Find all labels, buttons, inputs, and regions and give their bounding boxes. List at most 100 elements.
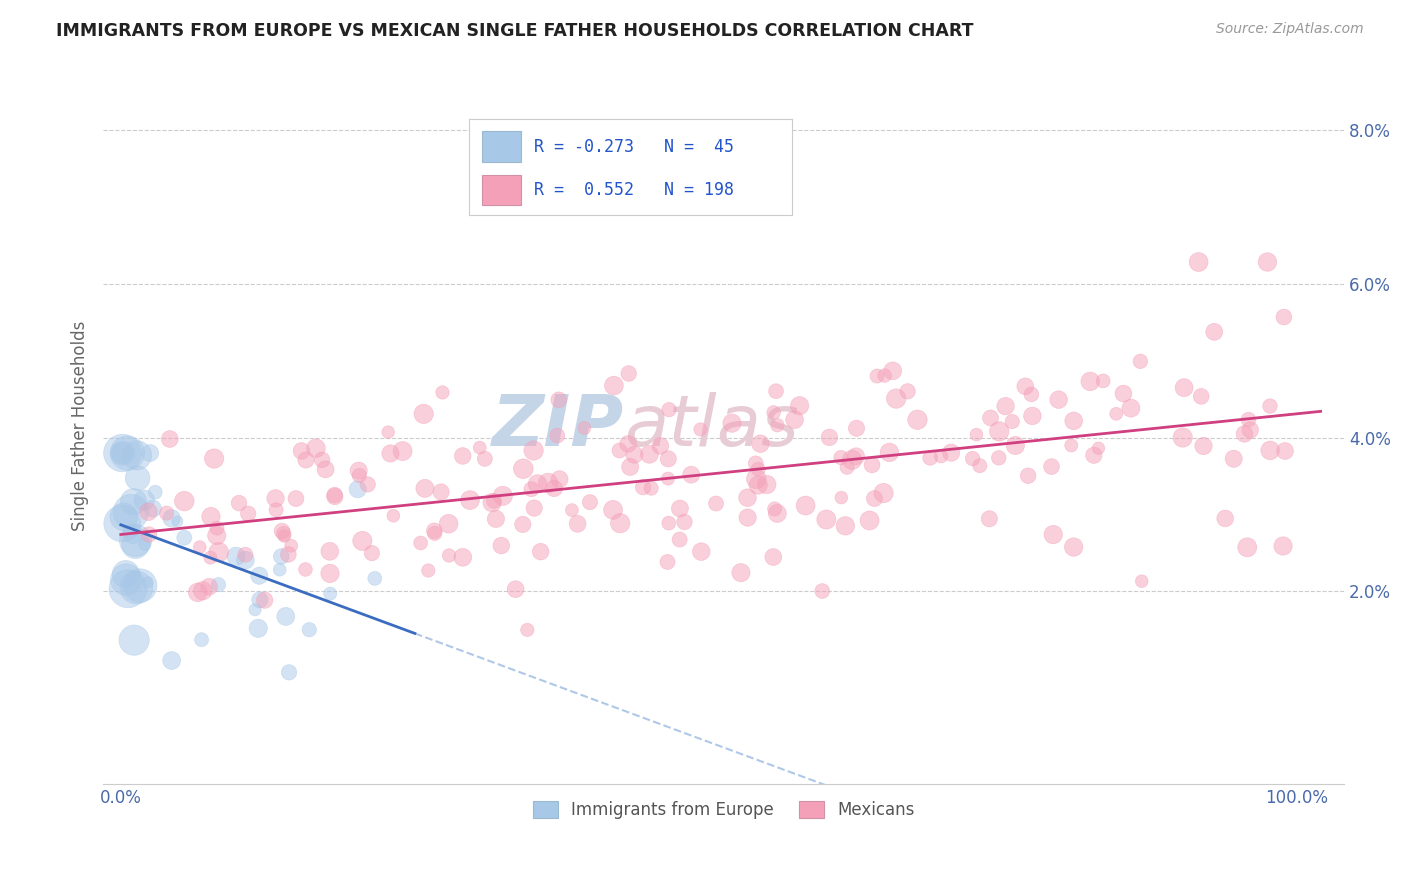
Point: [1105, 407, 1128, 421]
Point: [1063, 540, 1085, 554]
Point: [190, 632, 212, 647]
Point: [315, 462, 337, 476]
Point: [474, 451, 496, 466]
Point: [235, 548, 257, 562]
Point: [117, 582, 139, 596]
Point: [357, 477, 380, 491]
Point: [264, 503, 287, 517]
Point: [1213, 511, 1236, 525]
Point: [1233, 426, 1256, 441]
Point: [200, 550, 222, 565]
Point: [1129, 354, 1152, 368]
Point: [858, 513, 880, 527]
Point: [523, 501, 546, 516]
Point: [920, 450, 942, 465]
Point: [112, 509, 135, 524]
Point: [458, 493, 481, 508]
Point: [228, 496, 250, 510]
Point: [747, 462, 769, 476]
Point: [280, 539, 302, 553]
Point: [253, 593, 276, 607]
Point: [811, 584, 834, 599]
Point: [866, 369, 889, 384]
Point: [794, 499, 817, 513]
Point: [841, 452, 863, 467]
Point: [418, 564, 440, 578]
Point: [749, 436, 772, 450]
Point: [269, 563, 291, 577]
Point: [138, 505, 160, 519]
Point: [860, 458, 883, 472]
Point: [1112, 386, 1135, 401]
Point: [298, 623, 321, 637]
Point: [1272, 539, 1295, 553]
Point: [364, 571, 387, 585]
Point: [208, 545, 231, 559]
Point: [346, 482, 368, 496]
Point: [166, 514, 188, 528]
Point: [437, 549, 460, 563]
Point: [574, 421, 596, 435]
Point: [111, 446, 134, 460]
Point: [235, 553, 257, 567]
Point: [1004, 438, 1026, 452]
Point: [673, 515, 696, 529]
Point: [603, 378, 626, 392]
Point: [530, 544, 553, 558]
Point: [1060, 438, 1083, 452]
Point: [409, 536, 432, 550]
Point: [413, 482, 436, 496]
Point: [451, 550, 474, 565]
Text: Source: ZipAtlas.com: Source: ZipAtlas.com: [1216, 22, 1364, 37]
Point: [658, 402, 681, 417]
Point: [274, 609, 297, 624]
Point: [609, 516, 631, 531]
Point: [129, 578, 152, 592]
Point: [969, 458, 991, 473]
Point: [273, 526, 295, 541]
Point: [617, 437, 640, 451]
Point: [1040, 459, 1063, 474]
Point: [766, 507, 789, 521]
Point: [872, 486, 894, 500]
Point: [1171, 430, 1194, 444]
Point: [537, 475, 560, 490]
Point: [907, 413, 929, 427]
Point: [155, 506, 177, 520]
Point: [323, 488, 346, 502]
Point: [561, 503, 583, 517]
Point: [159, 432, 181, 446]
Point: [988, 425, 1011, 439]
Point: [1078, 375, 1101, 389]
Point: [690, 544, 713, 558]
Point: [160, 511, 183, 525]
Point: [994, 399, 1017, 413]
Point: [382, 508, 405, 523]
Point: [187, 585, 209, 599]
Point: [1237, 412, 1260, 426]
Point: [546, 428, 568, 442]
Point: [305, 442, 328, 456]
Point: [142, 501, 165, 516]
Point: [1021, 409, 1043, 423]
Point: [619, 459, 641, 474]
Point: [657, 472, 679, 486]
Point: [284, 491, 307, 506]
Point: [1189, 389, 1212, 403]
Point: [117, 446, 139, 460]
Point: [1192, 439, 1215, 453]
Point: [264, 491, 287, 506]
Point: [650, 439, 672, 453]
Point: [125, 581, 148, 595]
Point: [669, 501, 692, 516]
Point: [526, 477, 548, 491]
Point: [762, 405, 785, 419]
Point: [704, 496, 727, 510]
Point: [789, 399, 811, 413]
Point: [1001, 415, 1024, 429]
Point: [124, 533, 146, 548]
Point: [512, 517, 534, 532]
Point: [277, 548, 299, 562]
Point: [111, 516, 134, 531]
Point: [939, 445, 962, 459]
